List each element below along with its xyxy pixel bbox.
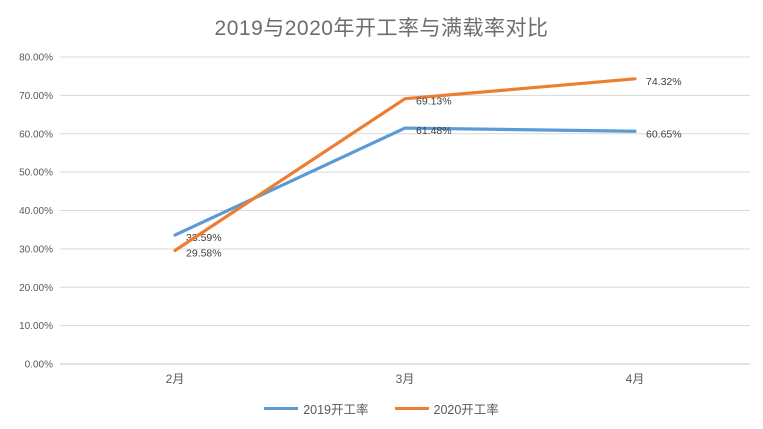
data-label: 29.58%	[186, 247, 222, 259]
legend-label: 2020开工率	[433, 403, 499, 417]
data-label: 61.48%	[416, 125, 452, 137]
y-axis-tick-label: 10.00%	[19, 321, 53, 332]
data-label: 69.13%	[416, 96, 452, 108]
series-line-1	[173, 77, 637, 253]
legend-item-1: 2020开工率	[394, 399, 499, 418]
y-axis-tick-label: 70.00%	[19, 91, 53, 102]
data-label: 60.65%	[646, 128, 682, 140]
x-axis-tick-label: 3月	[396, 372, 415, 386]
legend-item-0: 2019开工率	[264, 399, 369, 418]
x-axis-tick-label: 2月	[166, 372, 185, 386]
chart-legend: 2019开工率 2020开工率	[0, 399, 763, 418]
data-label: 33.59%	[186, 232, 222, 244]
series-line-0	[173, 126, 637, 237]
data-label: 74.32%	[646, 76, 682, 88]
y-axis-tick-label: 80.00%	[19, 53, 53, 64]
chart-title: 2019与2020年开工率与满载率对比	[214, 17, 549, 40]
legend-line-swatch	[394, 407, 429, 410]
y-axis-tick-label: 0.00%	[25, 360, 53, 371]
y-axis-tick-label: 30.00%	[19, 244, 53, 255]
legend-line-swatch	[264, 407, 299, 410]
x-axis-tick-label: 4月	[626, 372, 645, 386]
y-axis-tick-label: 40.00%	[19, 206, 53, 217]
y-axis-tick-label: 20.00%	[19, 283, 53, 294]
legend-label: 2019开工率	[303, 403, 369, 417]
y-axis-tick-label: 60.00%	[19, 129, 53, 140]
y-axis-tick-label: 50.00%	[19, 168, 53, 179]
